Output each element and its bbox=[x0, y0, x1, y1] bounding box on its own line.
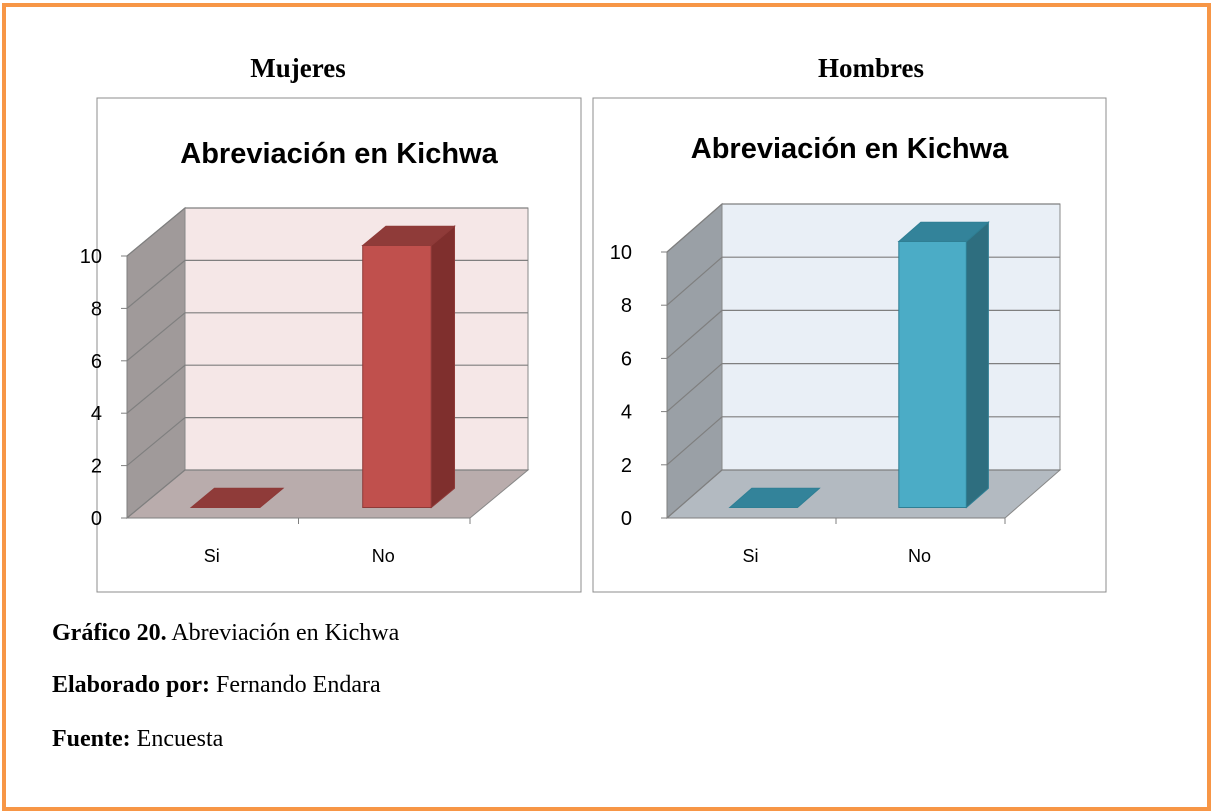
figure: Mujeres Hombres Abreviación en Kichwa 0 2 4… bbox=[80, 53, 1107, 593]
bar-top bbox=[897, 221, 990, 242]
x-tick-label: No bbox=[372, 546, 395, 566]
y-tick-label: 8 bbox=[91, 298, 102, 320]
back-wall bbox=[721, 203, 1061, 471]
floor bbox=[665, 469, 1062, 519]
y-tick-label: 10 bbox=[610, 242, 632, 264]
y-tick-label: 10 bbox=[80, 246, 102, 268]
caption-line: Elaborado por: Fernando Endara bbox=[52, 672, 381, 699]
bar-top bbox=[361, 225, 456, 246]
y-tick-label: 0 bbox=[621, 508, 632, 530]
floor bbox=[125, 469, 530, 519]
chart-title: Abreviación en Kichwa bbox=[180, 138, 498, 170]
bar-top bbox=[189, 487, 285, 508]
bar-front bbox=[898, 240, 967, 508]
grid-line bbox=[126, 207, 528, 257]
bar bbox=[361, 225, 456, 509]
bar bbox=[189, 487, 285, 508]
heading: Hombres bbox=[818, 53, 924, 83]
page: Mujeres Hombres Abreviación en Kichwa 0 2 4… bbox=[2, 3, 1211, 811]
bar-side bbox=[430, 225, 456, 509]
caption-line: Fuente: Encuesta bbox=[52, 726, 223, 753]
caption-text: Encuesta bbox=[136, 726, 224, 752]
caption-label: Gráfico 20. bbox=[52, 620, 167, 646]
y-tick-label: 0 bbox=[91, 508, 102, 530]
caption-text: Fernando Endara bbox=[216, 672, 381, 698]
side-wall bbox=[126, 206, 186, 520]
bar bbox=[728, 487, 821, 508]
caption-label: Elaborado por: bbox=[52, 672, 211, 698]
y-tick-label: 4 bbox=[621, 402, 632, 424]
heading: Mujeres bbox=[250, 53, 345, 83]
y-tick-label: 2 bbox=[91, 456, 102, 478]
x-tick-label: No bbox=[908, 546, 931, 566]
bar-front bbox=[362, 244, 432, 508]
grid-line bbox=[666, 203, 1060, 253]
caption-line: Gráfico 20. Abreviación en Kichwa bbox=[52, 620, 399, 647]
caption-text: Abreviación en Kichwa bbox=[171, 620, 400, 646]
bar bbox=[897, 221, 990, 509]
side-wall bbox=[666, 202, 723, 520]
bar-top bbox=[728, 487, 821, 508]
y-tick-label: 6 bbox=[91, 351, 102, 373]
caption-label: Fuente: bbox=[52, 726, 131, 752]
bar-side bbox=[965, 221, 989, 509]
x-tick-label: Si bbox=[742, 546, 758, 566]
y-tick-label: 8 bbox=[621, 295, 632, 317]
back-wall bbox=[184, 207, 529, 471]
chart-title: Abreviación en Kichwa bbox=[691, 133, 1009, 165]
y-tick-label: 4 bbox=[91, 403, 102, 425]
y-tick-label: 6 bbox=[621, 348, 632, 370]
y-tick-label: 2 bbox=[621, 455, 632, 477]
x-tick-label: Si bbox=[204, 546, 220, 566]
